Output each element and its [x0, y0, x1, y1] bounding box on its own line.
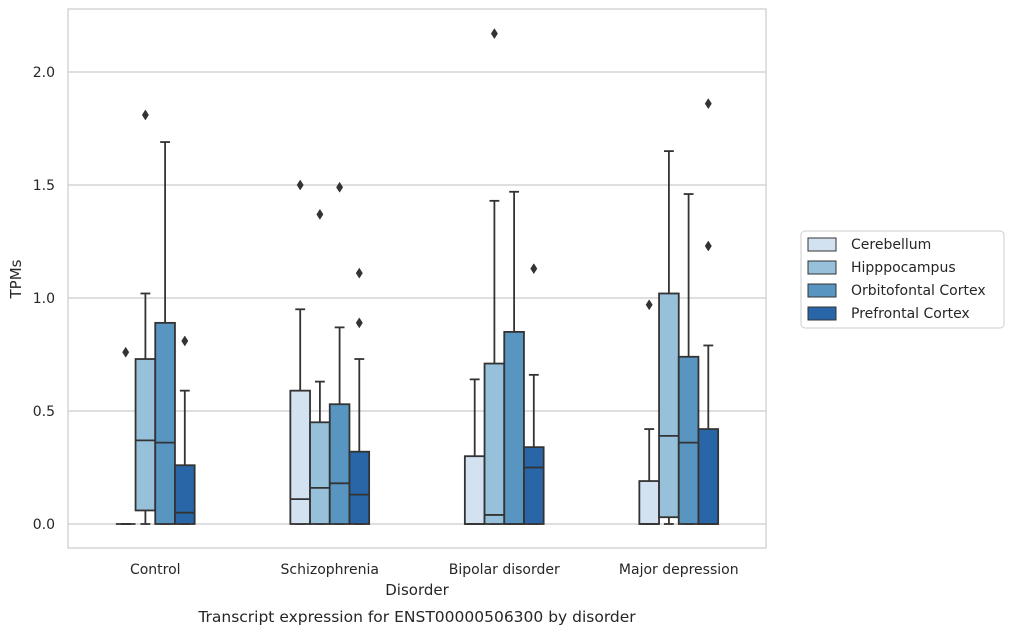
box-1-3 — [348, 267, 371, 525]
box-3-3 — [697, 98, 720, 525]
chart-title: Transcript expression for ENST0000050630… — [197, 608, 636, 626]
outlier-point — [530, 263, 538, 275]
outlier-point — [490, 28, 498, 40]
box-3-1 — [658, 150, 680, 525]
outlier-point — [704, 240, 712, 252]
legend: Cerebellum Hipppocampus Orbitofontal Corte… — [800, 230, 1005, 329]
legend-swatch — [807, 306, 837, 321]
legend-label: Hipppocampus — [851, 260, 956, 276]
plot-frame — [67, 8, 767, 549]
outlier-point — [704, 98, 712, 110]
box-body — [638, 480, 660, 525]
box-body — [697, 428, 720, 525]
box-3-0 — [638, 299, 660, 525]
x-tick-label: Bipolar disorder — [449, 562, 560, 578]
x-tick-label: Control — [130, 562, 181, 578]
box-0-3 — [174, 335, 196, 525]
box-0-2 — [154, 141, 176, 525]
box-0-1 — [134, 109, 157, 525]
outlier-point — [316, 208, 324, 220]
outlier-point — [122, 346, 130, 358]
y-tick-label: 1.5 — [33, 178, 55, 194]
box-body — [503, 330, 525, 525]
legend-swatch — [807, 237, 837, 252]
box-0-0 — [115, 346, 136, 525]
box-2-1 — [483, 28, 506, 525]
outlier-point — [355, 317, 363, 329]
box-body — [523, 446, 545, 525]
box-body — [348, 450, 371, 525]
outlier-point — [336, 181, 344, 193]
box-body — [134, 358, 157, 512]
box-body — [677, 355, 700, 525]
x-tick-labels: Control Schizophrenia Bipolar disorder Majo… — [130, 562, 739, 578]
box-body — [483, 362, 506, 525]
outlier-point — [141, 109, 149, 121]
box-2-2 — [503, 190, 525, 525]
box-1-1 — [309, 208, 331, 525]
boxes — [115, 28, 720, 525]
legend-swatch — [807, 260, 837, 275]
outlier-point — [181, 335, 189, 347]
legend-swatch — [807, 283, 837, 298]
outlier-point — [355, 267, 363, 279]
y-axis-label: TPMs — [7, 259, 25, 299]
y-tick-label: 2.0 — [33, 65, 55, 81]
y-tick-label: 0.0 — [33, 517, 55, 533]
y-tick-labels: 0.0 0.5 1.0 1.5 2.0 — [33, 65, 55, 533]
box-body — [328, 403, 351, 525]
box-body — [463, 455, 486, 525]
box-body — [289, 389, 311, 525]
legend-label: Orbitofontal Cortex — [851, 283, 986, 299]
box-body — [658, 292, 680, 519]
box-2-3 — [523, 263, 545, 525]
y-tick-label: 0.5 — [33, 404, 55, 420]
y-tick-label: 1.0 — [33, 291, 55, 307]
box-3-2 — [677, 193, 700, 525]
legend-frame — [800, 230, 1005, 329]
box-2-0 — [463, 378, 486, 525]
outlier-point — [645, 299, 653, 311]
legend-label: Cerebellum — [851, 237, 931, 253]
box-1-2 — [328, 181, 351, 525]
x-tick-label: Schizophrenia — [281, 562, 379, 578]
x-axis-label: Disorder — [385, 581, 449, 599]
legend-label: Prefrontal Cortex — [851, 306, 970, 322]
box-body — [174, 464, 196, 525]
box-1-0 — [289, 179, 311, 525]
outlier-point — [296, 179, 304, 191]
box-body — [154, 321, 176, 525]
x-tick-label: Major depression — [619, 562, 739, 578]
box-body — [309, 421, 331, 525]
